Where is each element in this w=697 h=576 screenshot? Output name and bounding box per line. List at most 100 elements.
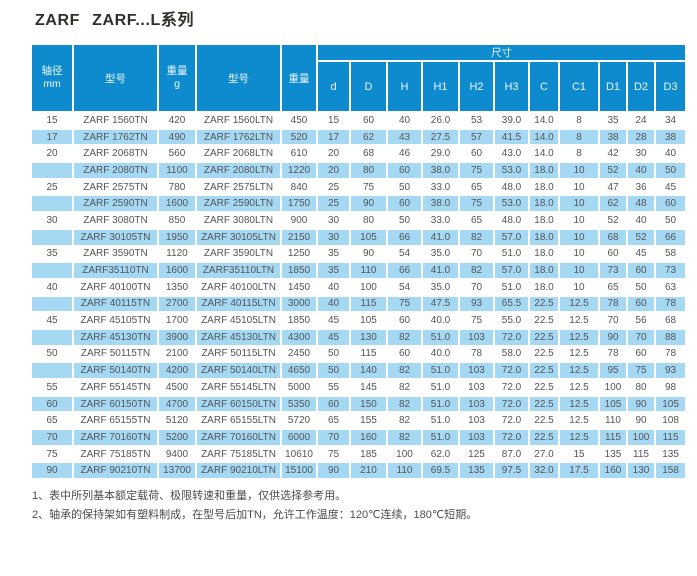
dimension-cell: 17 bbox=[316, 127, 351, 147]
dimension-cell: 55 bbox=[316, 378, 351, 397]
dimension-cell: 8 bbox=[558, 127, 600, 147]
dimension-cell: 25 bbox=[316, 177, 351, 197]
table-row: ZARF 40115TN 2700 ZARF 40115LTN 3000 40 115 75… bbox=[30, 294, 688, 314]
dimension-cell: 82 bbox=[386, 378, 423, 397]
dimension-cell: 10 bbox=[558, 261, 600, 280]
dimension-cell: 12.5 bbox=[558, 411, 600, 431]
model-ltn-cell: ZARF 40100LTN bbox=[195, 277, 282, 297]
model-tn-cell: ZARF 90210TN bbox=[72, 461, 159, 481]
dimension-cell: 103 bbox=[458, 394, 495, 414]
weight-tn-cell: 560 bbox=[157, 144, 197, 164]
model-tn-cell: ZARF 75185TN bbox=[72, 444, 159, 464]
shaft-diameter-cell bbox=[30, 161, 74, 180]
dimension-cell: 40.0 bbox=[421, 344, 460, 364]
dimension-cell: 72.0 bbox=[493, 327, 530, 347]
dimension-cell: 110 bbox=[598, 411, 628, 431]
dimension-cell: 40 bbox=[316, 294, 351, 314]
dimension-cell: 75 bbox=[626, 361, 656, 380]
col-header-dimensions-group: 尺寸 bbox=[315, 43, 688, 62]
shaft-diameter-cell bbox=[30, 227, 74, 247]
dimension-cell: 22.5 bbox=[528, 428, 560, 447]
dimension-cell: 103 bbox=[458, 361, 495, 380]
dimension-cell: 22.5 bbox=[528, 411, 560, 431]
dim-col-header: C bbox=[528, 60, 560, 113]
table-header: 轴径 mm 型号 重量 g 型号 重量 尺寸 d D H H1 H2 H3 C C1 D1 D2 D… bbox=[30, 43, 688, 113]
dimension-cell: 10 bbox=[558, 177, 600, 197]
dimension-cell: 72.0 bbox=[493, 378, 530, 397]
shaft-diameter-cell: 30 bbox=[30, 211, 74, 230]
footnote-2: 2、轴承的保持架如有塑料制成，在型号后加TN，允许工作温度：120℃连续，180… bbox=[32, 508, 478, 521]
weight-ltn-cell: 1750 bbox=[280, 194, 318, 214]
dimension-cell: 65.5 bbox=[493, 294, 530, 314]
dimension-cell: 68 bbox=[653, 311, 688, 330]
weight-tn-cell: 1950 bbox=[157, 227, 197, 247]
weight-ltn-cell: 10610 bbox=[280, 444, 318, 464]
shaft-diameter-cell: 40 bbox=[30, 277, 74, 297]
weight-tn-cell: 1700 bbox=[157, 311, 197, 330]
dimension-cell: 135 bbox=[598, 444, 628, 464]
dimension-cell: 15 bbox=[558, 444, 600, 464]
dimension-cell: 22.5 bbox=[528, 394, 560, 414]
table-row: ZARF 2080TN 1100 ZARF 2080LTN 1220 20 80 60 38.… bbox=[30, 161, 688, 180]
dimension-cell: 28 bbox=[626, 127, 656, 147]
dimension-cell: 62.0 bbox=[421, 444, 460, 464]
weight-ltn-cell: 610 bbox=[280, 144, 318, 164]
weight-tn-cell: 2700 bbox=[157, 294, 197, 314]
dimension-cell: 40 bbox=[653, 144, 688, 164]
shaft-diameter-cell: 50 bbox=[30, 344, 74, 364]
dimension-cell: 50 bbox=[316, 361, 351, 380]
dimension-cell: 90 bbox=[349, 244, 388, 264]
shaft-diameter-cell: 90 bbox=[30, 461, 74, 481]
shaft-diameter-cell: 15 bbox=[30, 111, 74, 130]
dimension-cell: 115 bbox=[349, 344, 388, 364]
dimension-cell: 22.5 bbox=[528, 344, 560, 364]
shaft-diameter-cell: 17 bbox=[30, 127, 74, 147]
dimension-cell: 75 bbox=[458, 311, 495, 330]
weight-ltn-cell: 3000 bbox=[280, 294, 318, 314]
table-row: 60 ZARF 60150TN 4700 ZARF 60150LTN 5350 60 150… bbox=[30, 394, 688, 414]
dimension-cell: 12.5 bbox=[558, 428, 600, 447]
dimension-cell: 18.0 bbox=[528, 177, 560, 197]
dimension-cell: 40 bbox=[626, 161, 656, 180]
dimension-cell: 103 bbox=[458, 378, 495, 397]
weight-ltn-cell: 5350 bbox=[280, 394, 318, 414]
dimension-cell: 48.0 bbox=[493, 177, 530, 197]
model-ltn-cell: ZARF 3080LTN bbox=[195, 211, 282, 230]
model-tn-cell: ZARF 40115TN bbox=[72, 294, 159, 314]
dimension-cell: 65 bbox=[316, 411, 351, 431]
table-row: 75 ZARF 75185TN 9400 ZARF 75185LTN 10610 75 18… bbox=[30, 444, 688, 464]
dimension-cell: 62 bbox=[349, 127, 388, 147]
dimension-cell: 12.5 bbox=[558, 378, 600, 397]
model-ltn-cell: ZARF 45130LTN bbox=[195, 327, 282, 347]
model-ltn-cell: ZARF 30105LTN bbox=[195, 227, 282, 247]
weight-ltn-cell: 2150 bbox=[280, 227, 318, 247]
weight-tn-cell: 420 bbox=[157, 111, 197, 130]
dimension-cell: 130 bbox=[626, 461, 656, 481]
dimension-cell: 87.0 bbox=[493, 444, 530, 464]
dimension-cell: 40 bbox=[386, 111, 423, 130]
dimension-cell: 10 bbox=[558, 227, 600, 247]
dimension-cell: 30 bbox=[316, 227, 351, 247]
dimension-cell: 27.5 bbox=[421, 127, 460, 147]
dimension-cell: 60 bbox=[458, 144, 495, 164]
model-tn-cell: ZARF 30105TN bbox=[72, 227, 159, 247]
dimension-cell: 90 bbox=[626, 411, 656, 431]
dimension-cell: 150 bbox=[349, 394, 388, 414]
shaft-diameter-cell: 35 bbox=[30, 244, 74, 264]
weight-tn-cell: 5120 bbox=[157, 411, 197, 431]
model-tn-cell: ZARF 45130TN bbox=[72, 327, 159, 347]
col-header-weight-ltn: 重量 bbox=[280, 43, 318, 113]
weight-tn-cell: 9400 bbox=[157, 444, 197, 464]
shaft-diameter-cell: 65 bbox=[30, 411, 74, 431]
model-ltn-cell: ZARF 70160LTN bbox=[195, 428, 282, 447]
dim-col-header: H2 bbox=[458, 60, 495, 113]
dimension-cell: 43.0 bbox=[493, 144, 530, 164]
dimension-cell: 25 bbox=[316, 194, 351, 214]
weight-ltn-cell: 1850 bbox=[280, 261, 318, 280]
dimension-cell: 115 bbox=[598, 428, 628, 447]
weight-tn-cell: 1350 bbox=[157, 277, 197, 297]
dimension-cell: 12.5 bbox=[558, 327, 600, 347]
dimension-cell: 72.0 bbox=[493, 361, 530, 380]
dimension-cell: 103 bbox=[458, 327, 495, 347]
dimension-cell: 68 bbox=[349, 144, 388, 164]
